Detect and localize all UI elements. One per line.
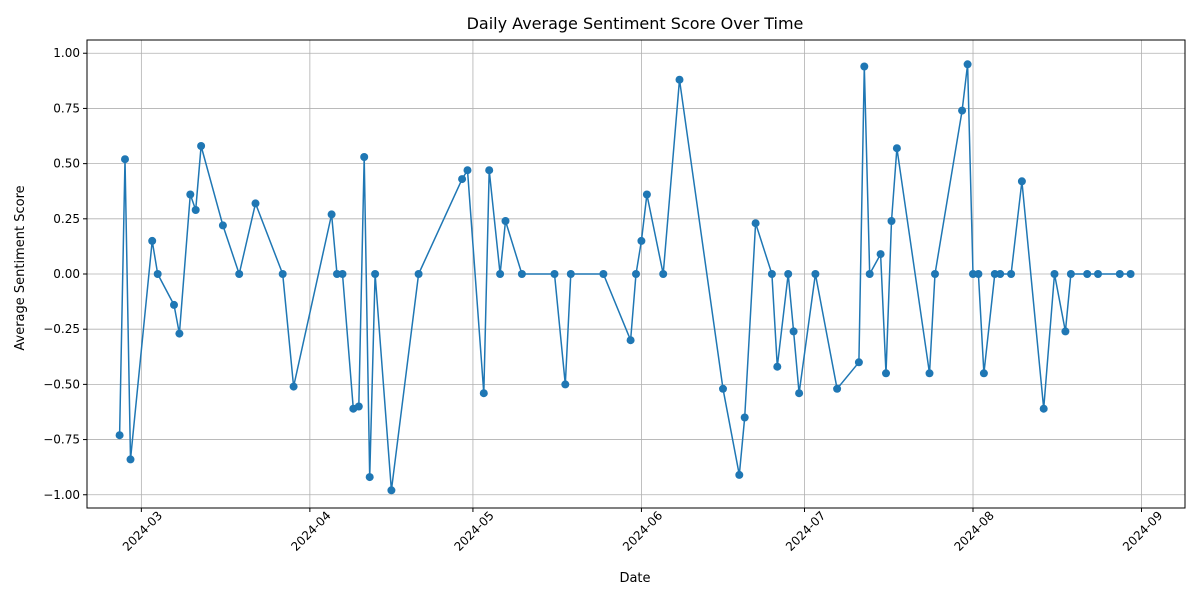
- data-point: [751, 219, 760, 228]
- data-point: [360, 153, 369, 161]
- data-point: [371, 270, 380, 278]
- data-point: [485, 166, 494, 175]
- y-tick-label: −1.00: [43, 488, 80, 502]
- data-point: [338, 270, 347, 278]
- data-point: [735, 470, 744, 479]
- data-point: [860, 62, 869, 71]
- y-tick-label: 0.00: [53, 267, 80, 281]
- data-point: [979, 369, 988, 378]
- data-point: [153, 270, 162, 278]
- data-point: [126, 455, 135, 464]
- data-point: [170, 300, 178, 309]
- data-point: [235, 270, 244, 278]
- data-point: [854, 358, 863, 367]
- data-point: [517, 270, 526, 278]
- data-point: [1066, 270, 1075, 278]
- data-point: [1050, 270, 1059, 278]
- data-point: [191, 206, 200, 214]
- data-point: [1007, 270, 1016, 278]
- data-point: [561, 380, 570, 389]
- data-point: [887, 217, 896, 225]
- data-point: [659, 270, 668, 278]
- data-point: [876, 250, 885, 259]
- data-point: [197, 142, 206, 150]
- data-point: [626, 336, 635, 345]
- data-point: [795, 389, 804, 398]
- grid: [87, 40, 1185, 508]
- data-point: [996, 270, 1005, 278]
- y-axis-title: Average Sentiment Score: [13, 185, 28, 350]
- data-point: [637, 236, 646, 245]
- data-point: [767, 270, 776, 278]
- data-point: [1126, 270, 1135, 278]
- data-point: [458, 175, 467, 184]
- data-point: [463, 166, 472, 175]
- y-tick-label: 0.50: [53, 157, 80, 171]
- data-point: [1083, 270, 1092, 278]
- chart-title: Daily Average Sentiment Score Over Time: [467, 14, 804, 33]
- data-point: [789, 327, 798, 336]
- y-tick-label: −0.50: [43, 377, 80, 391]
- x-axis-title: Date: [619, 571, 650, 586]
- data-point: [327, 210, 336, 219]
- data-point: [773, 362, 782, 371]
- data-point: [925, 369, 934, 378]
- data-point: [892, 144, 901, 153]
- data-point: [175, 329, 184, 338]
- data-point: [148, 236, 157, 245]
- data-point: [719, 384, 727, 393]
- y-axis-ticks: −1.00 −0.75 −0.50 −0.25 0.00 0.25 0.50 0.75 1.00: [43, 46, 87, 502]
- data-point: [354, 402, 363, 411]
- y-tick-label: 0.75: [53, 101, 80, 115]
- data-point: [865, 270, 874, 278]
- data-point: [333, 270, 341, 278]
- data-point: [1039, 404, 1048, 413]
- data-point: [550, 270, 559, 278]
- data-point: [479, 389, 488, 398]
- data-point: [251, 199, 260, 208]
- data-point: [1061, 327, 1070, 336]
- data-points: [115, 60, 1135, 495]
- data-point: [811, 270, 820, 278]
- data-point: [365, 473, 374, 482]
- data-point: [278, 270, 287, 278]
- data-point: [387, 486, 396, 495]
- data-point: [963, 60, 972, 69]
- data-point: [186, 190, 195, 199]
- data-point: [501, 217, 510, 225]
- data-point: [115, 431, 124, 440]
- data-point: [414, 270, 423, 278]
- data-point: [642, 190, 651, 199]
- y-tick-label: −0.75: [43, 433, 80, 447]
- y-tick-label: −0.25: [43, 322, 80, 336]
- data-point: [1017, 177, 1026, 186]
- data-point: [218, 221, 227, 230]
- data-point: [599, 270, 608, 278]
- data-point: [675, 75, 684, 84]
- data-point: [121, 155, 129, 164]
- data-point: [784, 270, 793, 278]
- data-point: [882, 369, 890, 378]
- data-point: [289, 382, 298, 391]
- y-tick-label: 0.25: [53, 212, 80, 226]
- data-point: [496, 270, 505, 278]
- data-point: [958, 106, 967, 115]
- data-point: [833, 384, 842, 393]
- y-tick-label: 1.00: [53, 46, 80, 60]
- data-point: [974, 270, 983, 278]
- data-point: [931, 270, 939, 278]
- data-point: [1115, 270, 1124, 278]
- data-point: [566, 270, 575, 278]
- data-point: [1094, 270, 1102, 278]
- data-point: [740, 413, 749, 422]
- data-point: [632, 270, 640, 278]
